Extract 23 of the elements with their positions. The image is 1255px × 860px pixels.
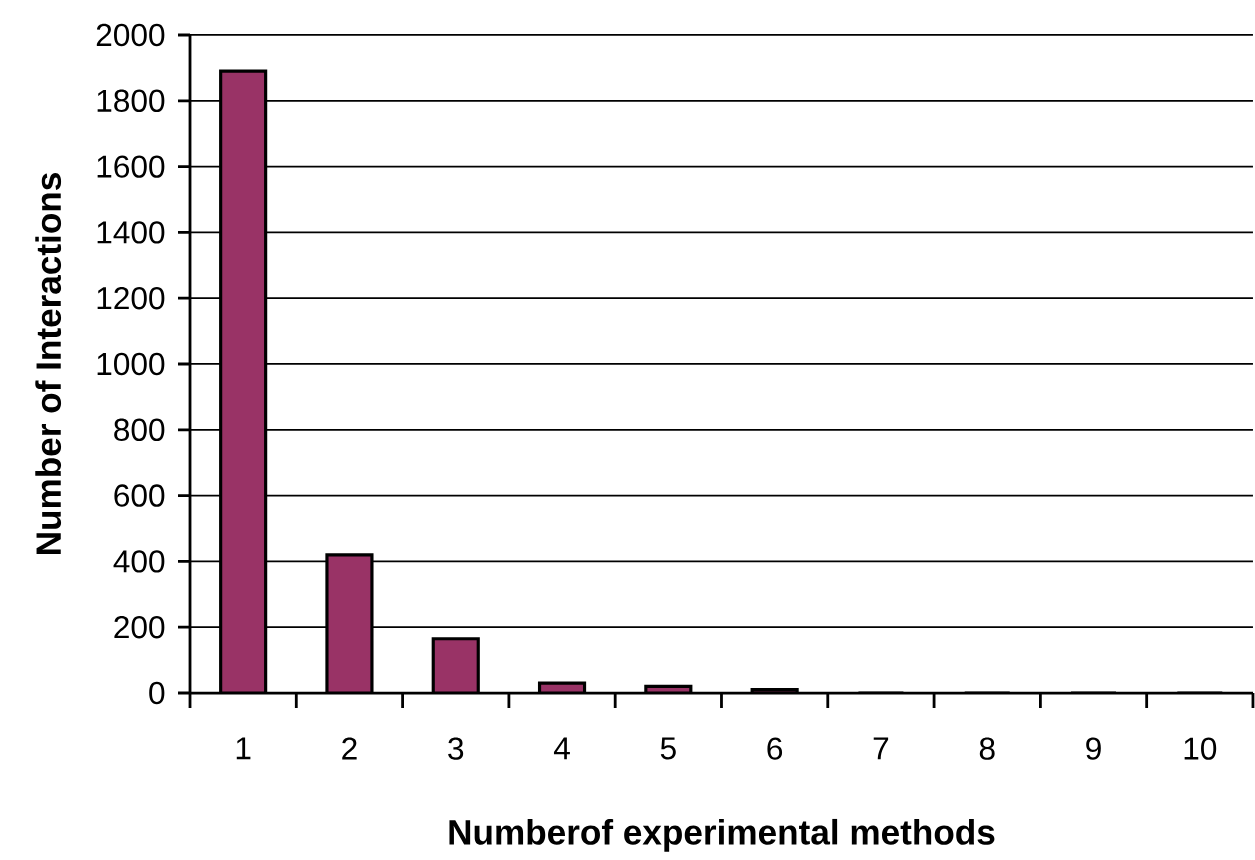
- y-tick-label: 0: [149, 681, 165, 705]
- x-tick-label: 9: [1086, 737, 1101, 760]
- x-axis-title: Numberof experimental methods: [449, 818, 995, 852]
- x-tick-label: 2: [342, 737, 357, 760]
- y-tick-label: 1800: [97, 89, 165, 113]
- y-tick-label: 1000: [97, 352, 165, 376]
- y-tick-label: 200: [114, 615, 165, 639]
- y-tick-label: 1400: [97, 221, 165, 244]
- x-tick-label: 5: [660, 737, 676, 760]
- x-tick-label: 10: [1184, 737, 1217, 760]
- x-tick-label: 1: [236, 737, 251, 760]
- x-tick-label: 6: [767, 737, 783, 760]
- x-tick-label: 3: [448, 737, 464, 760]
- y-tick-label: 1600: [97, 155, 165, 178]
- x-tick-label: 4: [553, 737, 570, 760]
- y-tick-label: 400: [113, 550, 165, 573]
- y-tick-label: 600: [114, 484, 165, 507]
- y-tick-label: 2000: [96, 23, 165, 47]
- y-axis-title: Number of Interactions: [35, 173, 62, 554]
- x-tick-label: 7: [873, 737, 889, 760]
- y-tick-label: 1200: [97, 286, 165, 310]
- y-tick-label: 800: [114, 418, 165, 442]
- x-tick-label: 8: [979, 737, 995, 760]
